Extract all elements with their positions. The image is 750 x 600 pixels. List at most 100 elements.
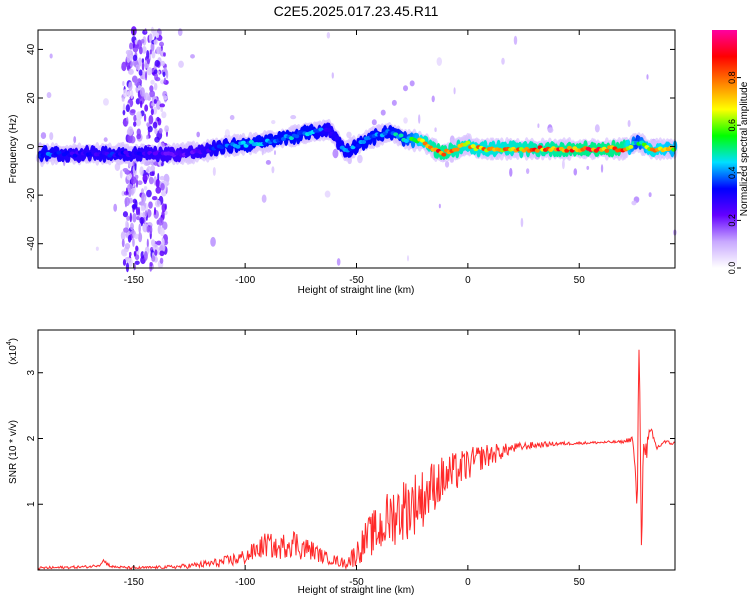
spectrogram-noise-cell bbox=[509, 167, 513, 177]
spectrogram-noise-cell bbox=[438, 203, 441, 209]
spectrogram-noise-cell bbox=[134, 81, 141, 87]
spectrogram-noise-cell bbox=[127, 126, 134, 136]
spectrogram-noise-cell bbox=[155, 46, 162, 55]
spectrogram-noise-cell bbox=[155, 99, 162, 110]
spectrogram-noise-cell bbox=[122, 120, 128, 126]
spectrogram-core-cell bbox=[294, 134, 300, 139]
spectrogram-noise-cell bbox=[336, 258, 341, 266]
spectrogram-noise-cell bbox=[121, 97, 125, 102]
spectrogram-core-cell bbox=[398, 133, 404, 138]
spectrogram-noise-cell bbox=[146, 66, 153, 76]
spectrogram-noise-cell bbox=[159, 103, 166, 108]
spectrogram-noise-cell bbox=[127, 234, 132, 243]
spectrogram-noise-cell bbox=[132, 212, 137, 223]
spectrogram-noise-cell bbox=[162, 71, 166, 78]
spectrogram-y-tick-label: 40 bbox=[26, 43, 37, 55]
spectrogram-noise-cell bbox=[145, 168, 150, 173]
spectrogram-noise-cell bbox=[151, 195, 158, 201]
spectrogram-noise-cell bbox=[142, 46, 147, 54]
spectrogram-noise-cell bbox=[121, 190, 126, 197]
spectrogram-noise-cell bbox=[149, 85, 154, 92]
spectrogram-noise-cell bbox=[143, 186, 148, 191]
spectrogram-noise-cell bbox=[134, 199, 138, 208]
spectrogram-noise-cell bbox=[357, 154, 363, 164]
spectrogram-noise-cell bbox=[155, 199, 161, 208]
spectrogram-noise-cell bbox=[144, 28, 147, 33]
spectrogram-noise-cell bbox=[151, 255, 156, 262]
spectrogram-noise-cell bbox=[137, 39, 142, 50]
spectrogram-noise-cell bbox=[138, 232, 143, 243]
snr-background bbox=[38, 330, 675, 570]
spectrogram-noise-cell bbox=[159, 175, 165, 181]
spectrogram-noise-cell bbox=[271, 166, 275, 174]
spectrogram-noise-cell bbox=[125, 187, 128, 195]
spectrogram-noise-cell bbox=[153, 69, 158, 74]
spectrogram-core-cell bbox=[534, 148, 540, 153]
spectrogram-noise-cell bbox=[150, 79, 155, 85]
spectrogram-noise-cell bbox=[164, 203, 167, 210]
spectrogram-noise-cell bbox=[126, 91, 131, 96]
snr-y-tick-label: 1 bbox=[26, 501, 37, 507]
spectrogram-noise-cell bbox=[561, 159, 565, 170]
spectrogram-noise-cell bbox=[163, 77, 167, 84]
spectrogram-noise-cell bbox=[125, 49, 132, 55]
spectrogram-noise-cell bbox=[122, 167, 129, 173]
spectrogram-noise-cell bbox=[145, 71, 148, 81]
spectrogram-noise-cell bbox=[132, 238, 135, 247]
spectrogram-noise-cell bbox=[121, 61, 127, 72]
spectrogram-noise-cell bbox=[501, 57, 505, 65]
spectrogram-noise-cell bbox=[586, 165, 590, 170]
spectrogram-blob bbox=[409, 80, 415, 87]
spectrogram-noise-cell bbox=[135, 111, 142, 121]
spectrogram-noise-cell bbox=[152, 243, 159, 251]
spectrogram-noise-cell bbox=[162, 95, 168, 101]
spectrogram-noise-cell bbox=[152, 121, 158, 129]
spectrogram-y-axis-label: Frequency (Hz) bbox=[8, 115, 19, 184]
spectrogram-noise-cell bbox=[324, 190, 331, 198]
spectrogram-noise-cell bbox=[137, 206, 141, 216]
spectrogram-noise-cell bbox=[146, 189, 152, 198]
spectrogram-noise-cell bbox=[149, 35, 152, 44]
spectrogram-noise-cell bbox=[137, 180, 143, 186]
spectrogram-noise-cell bbox=[271, 120, 276, 125]
spectrogram-core-cell bbox=[227, 145, 233, 150]
spectrogram-noise-cell bbox=[148, 201, 153, 209]
spectrogram-core-cell bbox=[465, 140, 471, 145]
spectrogram-noise-cell bbox=[121, 238, 125, 248]
spectrogram-noise-cell bbox=[346, 131, 352, 139]
spectrogram-noise-cell bbox=[122, 89, 128, 98]
spectrogram-noise-cell bbox=[136, 133, 142, 140]
spectrogram-noise-cell bbox=[158, 127, 163, 134]
spectrogram-noise-cell bbox=[159, 257, 164, 264]
spectrogram-noise-cell bbox=[128, 68, 134, 75]
spectrogram-x-axis-label: Height of straight line (km) bbox=[298, 285, 415, 296]
spectrogram-noise-cell bbox=[229, 114, 235, 120]
spectrogram-noise-cell bbox=[133, 121, 137, 127]
spectrogram-noise-cell bbox=[126, 215, 131, 221]
spectrogram-core-cell bbox=[262, 141, 268, 146]
spectrogram-noise-cell bbox=[648, 192, 652, 198]
spectrogram-noise-cell bbox=[196, 131, 200, 138]
spectrogram-noise-cell bbox=[73, 136, 77, 144]
spectrogram-noise-cell bbox=[113, 203, 118, 212]
spectrogram-noise-cell bbox=[142, 211, 146, 218]
spectrogram-blob bbox=[371, 119, 377, 126]
spectrogram-noise-cell bbox=[159, 250, 165, 257]
spectrogram-noise-cell bbox=[103, 98, 109, 106]
spectrogram-noise-cell bbox=[138, 223, 141, 234]
spectrogram-noise-cell bbox=[142, 70, 146, 80]
spectrogram-noise-cell bbox=[406, 255, 410, 262]
spectrogram-y-tick-label: -40 bbox=[26, 236, 37, 251]
spectrogram-y-ticks: -40 -20 0 20 40 bbox=[26, 43, 675, 251]
spectrogram-noise-cell bbox=[127, 257, 133, 267]
spectrogram-noise-cell bbox=[149, 90, 156, 98]
spectrogram-noise-cell bbox=[444, 160, 450, 168]
spectrogram-noise-cell bbox=[155, 32, 160, 39]
snr-y-ticks: 1 2 3 bbox=[26, 370, 675, 507]
colorbar-tick-label: 0.4 bbox=[727, 167, 737, 180]
spectrogram-noise-cell bbox=[436, 57, 443, 66]
spectrogram-noise-cell bbox=[135, 178, 139, 188]
spectrogram-noise-cell bbox=[144, 104, 149, 112]
spectrogram-noise-cell bbox=[156, 240, 162, 246]
spectrogram-noise-cell bbox=[273, 150, 277, 155]
